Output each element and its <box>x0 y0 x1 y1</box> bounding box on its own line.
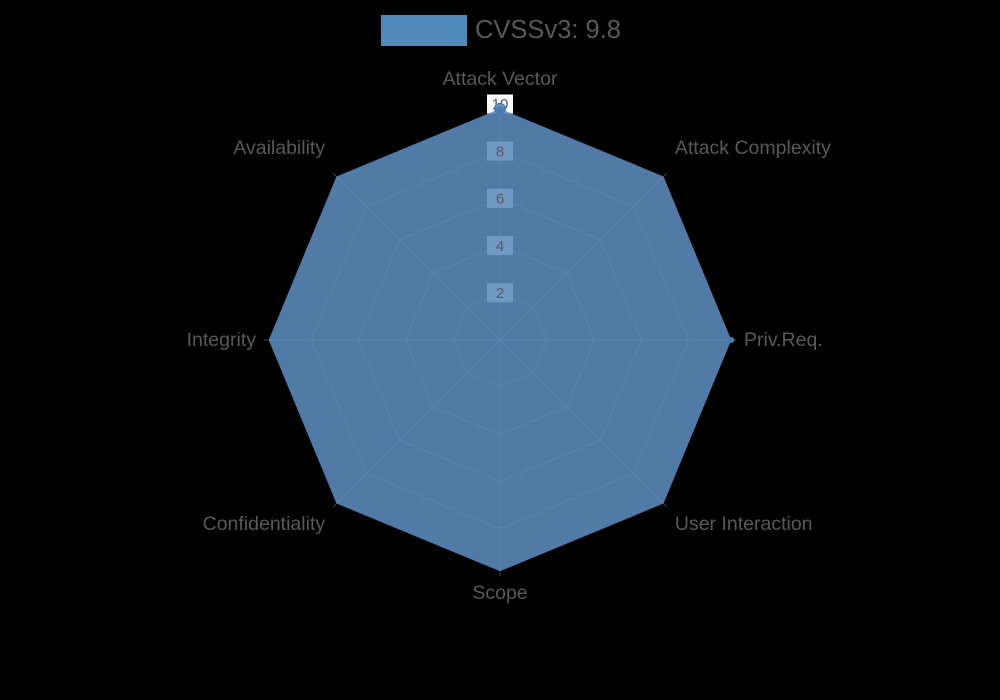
svg-text:8: 8 <box>496 143 504 160</box>
svg-text:Confidentiality: Confidentiality <box>203 513 326 535</box>
svg-text:Integrity: Integrity <box>187 329 257 351</box>
svg-text:4: 4 <box>496 238 504 255</box>
svg-text:Attack Vector: Attack Vector <box>443 68 558 90</box>
svg-text:Scope: Scope <box>472 582 527 604</box>
svg-text:User Interaction: User Interaction <box>675 513 813 535</box>
svg-text:Priv.Req.: Priv.Req. <box>744 329 823 351</box>
svg-text:Attack Complexity: Attack Complexity <box>675 137 831 159</box>
svg-text:Availability: Availability <box>233 137 325 159</box>
svg-text:2: 2 <box>496 285 504 302</box>
svg-text:6: 6 <box>496 191 504 208</box>
